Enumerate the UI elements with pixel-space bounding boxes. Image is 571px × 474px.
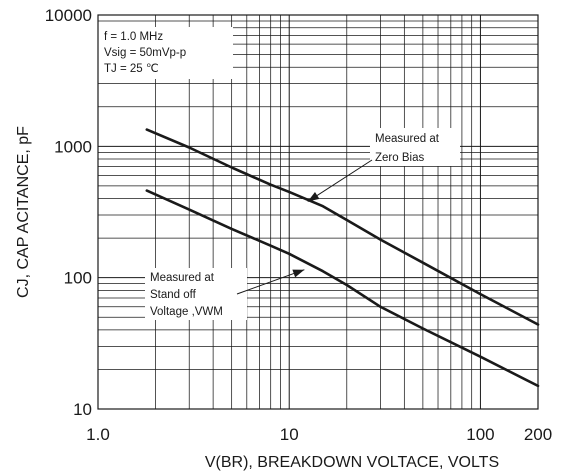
- y-axis-label: CJ, CAP ACITANCE, pF: [15, 126, 32, 298]
- arrow-standoff-line: [236, 269, 305, 295]
- grid: [98, 15, 538, 409]
- arrow-zero-bias-head: [307, 191, 320, 202]
- x-axis-label: V(BR), BREAKDOWN VOLTACE, VOLTS: [205, 454, 499, 471]
- annotation-standoff: Measured at Stand off Voltage ,VWM: [145, 268, 247, 320]
- arrow-zero-bias-line: [307, 159, 373, 202]
- plot-frame: [97, 14, 539, 410]
- condition-temperature: TJ = 25 ℃: [104, 63, 159, 75]
- conditions-box: f = 1.0 MHz Vsig = 50mVp-p TJ = 25 ℃: [98, 27, 233, 79]
- y-tick-label: 10000: [45, 6, 92, 25]
- condition-signal: Vsig = 50mVp-p: [104, 47, 186, 59]
- series-line-1: [145, 128, 540, 326]
- x-tick-label: 200: [524, 425, 552, 444]
- series-group: [145, 128, 540, 388]
- annotation-standoff-line1: Measured at: [150, 272, 215, 284]
- x-tick-label: 1.0: [86, 425, 110, 444]
- y-tick-label: 100: [64, 269, 92, 288]
- y-tick-label: 10: [73, 400, 92, 419]
- x-tick-label: 10: [280, 425, 299, 444]
- y-tick-label: 1000: [54, 137, 92, 156]
- arrow-standoff-head: [292, 269, 305, 278]
- x-tick-label: 100: [466, 425, 494, 444]
- annotation-standoff-line2: Stand off: [150, 289, 197, 301]
- condition-frequency: f = 1.0 MHz: [104, 31, 163, 43]
- annotation-zero-bias-line2: Zero Bias: [375, 152, 424, 164]
- annotation-zero-bias: Measured at Zero Bias: [370, 128, 460, 166]
- annotation-zero-bias-line1: Measured at: [375, 133, 440, 145]
- annotation-arrows: [236, 159, 373, 295]
- tick-labels: 1.0 10 100 200 10 100 1000 10000: [45, 6, 552, 444]
- series-line-2: [145, 189, 540, 388]
- annotation-standoff-line3: Voltage ,VWM: [150, 306, 223, 318]
